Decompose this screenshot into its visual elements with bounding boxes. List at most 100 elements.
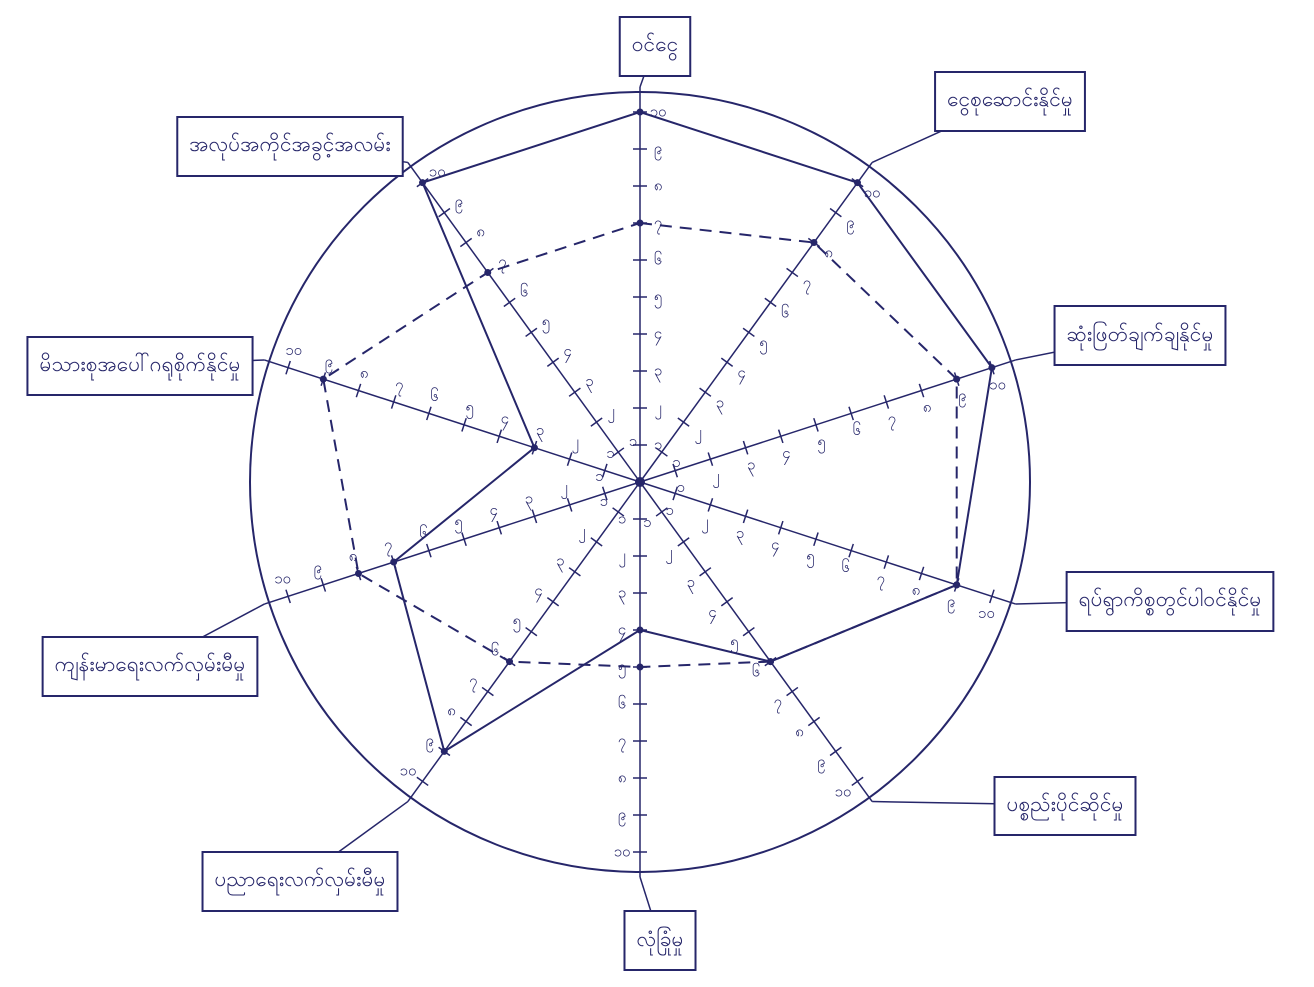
tick-label: ၃ — [556, 552, 564, 573]
series-point — [484, 269, 491, 276]
category-box: ငွေစုဆောင်းနိုင်မှု — [935, 72, 1085, 131]
tick-mark — [787, 687, 798, 695]
series-point — [953, 376, 960, 383]
tick-label: ၄ — [489, 501, 497, 522]
series-point — [531, 444, 538, 451]
tick-mark — [721, 358, 732, 366]
tick-label: ၇ — [803, 274, 811, 295]
chart: ၁၂၃၄၅၆၇၈၉၁၀ဝင်ငွေ၁၂၃၄၅၆၇၈၉၁၀ငွေစုဆောင်းန… — [0, 0, 1314, 987]
tick-label: ၉ — [846, 214, 854, 235]
tick-label: ၉ — [325, 352, 333, 373]
series-point — [637, 627, 644, 634]
tick-mark — [526, 628, 537, 636]
tick-label: ၇ — [888, 410, 896, 431]
category-box: လုံခြုံမှု — [624, 911, 695, 970]
tick-label: ၈ — [923, 398, 932, 416]
tick-label: ၈ — [912, 581, 921, 599]
tick-label: ၅ — [454, 513, 462, 534]
category-box: ဆုံးဖြတ်ချက်ချနိုင်မှု — [1055, 306, 1226, 365]
tick-mark — [700, 568, 711, 576]
category-box: ရပ်ရွာကိစ္စတွင်ပါဝင်နိုင်မှု — [1067, 572, 1274, 631]
tick-mark — [417, 777, 428, 785]
tick-label: ၄ — [737, 363, 745, 384]
tick-label: ၅ — [512, 612, 520, 633]
tick-label: ၁၀ — [285, 341, 302, 359]
tick-label: ၃ — [536, 421, 544, 442]
tick-label: ၃ — [618, 584, 626, 605]
tick-label: ၃ — [747, 455, 755, 476]
tick-label: ၁၀ — [978, 604, 995, 622]
tick-label: ၈ — [654, 177, 663, 195]
series-point — [506, 658, 513, 665]
tick-mark — [743, 328, 754, 336]
tick-label: ၆ — [852, 421, 860, 439]
axis-line — [408, 162, 640, 482]
tick-label: ၂ — [701, 512, 708, 533]
tick-label: ၆ — [430, 387, 438, 405]
tick-label: ၆ — [781, 303, 789, 321]
tick-label: ၅ — [618, 658, 626, 679]
tick-mark — [526, 328, 537, 336]
tick-label: ၅ — [730, 633, 738, 654]
tick-label: ၉ — [947, 593, 955, 614]
axis-line — [640, 162, 872, 482]
tick-label: ၃ — [585, 372, 593, 393]
tick-mark — [852, 777, 863, 785]
tick-label: ၉ — [425, 731, 433, 752]
tick-label: ၂ — [665, 543, 672, 564]
tick-label: ၇ — [498, 252, 506, 273]
tick-mark — [504, 298, 515, 306]
tick-mark — [830, 208, 841, 216]
tick-label: ၄ — [501, 410, 509, 431]
tick-label: ၈ — [618, 769, 627, 787]
tick-label: ၅ — [806, 547, 814, 568]
tick-label: ၆ — [841, 558, 849, 576]
series-point — [419, 179, 426, 186]
category-box: ပညာရေးလက်လှမ်းမီမှု — [203, 852, 398, 911]
series-point — [355, 570, 362, 577]
tick-label: ၇ — [395, 375, 403, 396]
tick-mark — [439, 208, 450, 216]
tick-label: ၅ — [759, 333, 767, 354]
tick-mark — [460, 238, 471, 246]
tick-label: ၁ — [672, 453, 680, 471]
series-point — [320, 376, 327, 383]
tick-label: ၁ — [643, 513, 651, 531]
tick-label: ၂ — [654, 399, 661, 420]
tick-label: ၇ — [384, 535, 392, 556]
tick-label: ၁၀ — [834, 782, 851, 800]
tick-label: ၄ — [708, 603, 716, 624]
tick-label: ၉ — [314, 558, 322, 579]
tick-label: ၃ — [686, 573, 694, 594]
tick-label: ၃ — [525, 490, 533, 511]
series-point — [767, 658, 774, 665]
tick-label: ၅ — [654, 288, 662, 309]
tick-label: ၇ — [773, 693, 781, 714]
tick-label: ၃ — [716, 393, 724, 414]
tick-label: ၄ — [771, 535, 779, 556]
tick-mark — [830, 747, 841, 755]
tick-label: ၄ — [534, 582, 542, 603]
tick-label: ၅ — [817, 432, 825, 453]
tick-label: ၉ — [958, 387, 966, 408]
tick-label: ၁၀ — [989, 375, 1006, 393]
tick-label: ၁၀ — [864, 184, 881, 202]
tick-label: ၉ — [654, 140, 662, 161]
tick-label: ၇ — [877, 570, 885, 591]
tick-label: ၁၀ — [274, 570, 291, 588]
tick-label: ၄ — [782, 444, 790, 465]
category-box: အလုပ်အကိုင်အခွင့်အလမ်း — [177, 117, 402, 176]
tick-mark — [569, 568, 580, 576]
center-dot — [635, 477, 645, 487]
series-point — [637, 664, 644, 671]
tick-label: ၆ — [520, 282, 528, 300]
category-box: မိသားစုအပေါ်ဂရုစိုက်နိုင်မှု — [27, 337, 252, 395]
tick-mark — [482, 687, 493, 695]
tick-label: ၆ — [618, 695, 626, 713]
tick-mark — [808, 717, 819, 725]
tick-label: ၇ — [654, 214, 662, 235]
series-point — [637, 220, 644, 227]
tick-mark — [547, 358, 558, 366]
tick-label: ၆ — [752, 663, 760, 681]
tick-label: ၂ — [712, 467, 719, 488]
